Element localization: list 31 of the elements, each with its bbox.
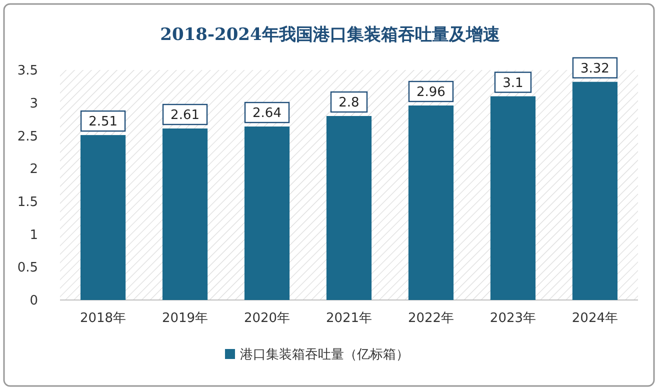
y-tick-label: 0.5 (17, 260, 38, 276)
chart-title: 2018-2024年我国港口集装箱吞吐量及增速 (160, 25, 500, 45)
bar (244, 126, 290, 300)
x-tick-label: 2018年 (80, 311, 126, 326)
y-tick-label: 1.5 (17, 194, 38, 210)
data-label: 2.61 (170, 108, 200, 124)
x-tick-label: 2019年 (162, 311, 208, 326)
x-tick-label: 2021年 (326, 311, 372, 326)
x-tick-label: 2022年 (408, 311, 454, 326)
y-tick-label: 2.5 (17, 129, 38, 144)
data-label: 2.96 (416, 85, 446, 100)
data-label: 3.32 (580, 61, 610, 76)
y-tick-label: 2 (30, 162, 38, 178)
x-tick-label: 2023年 (490, 311, 536, 326)
data-label: 2.51 (88, 114, 118, 130)
y-tick-label: 3 (30, 96, 38, 112)
bar (490, 96, 536, 300)
data-label: 3.1 (502, 76, 524, 91)
data-label: 2.64 (252, 106, 282, 122)
y-tick-label: 0 (30, 294, 38, 309)
legend-label: 港口集装箱吞吐量（亿标箱） (240, 348, 409, 363)
bar (326, 116, 372, 300)
y-tick-label: 1 (30, 228, 38, 243)
x-tick-label: 2020年 (244, 311, 290, 326)
bar (572, 82, 618, 300)
data-label: 2.8 (338, 96, 360, 111)
x-tick-label: 2024年 (572, 311, 618, 326)
y-tick-label: 3.5 (17, 64, 38, 79)
bar (408, 105, 454, 300)
bar (80, 135, 126, 300)
bar (162, 128, 208, 300)
